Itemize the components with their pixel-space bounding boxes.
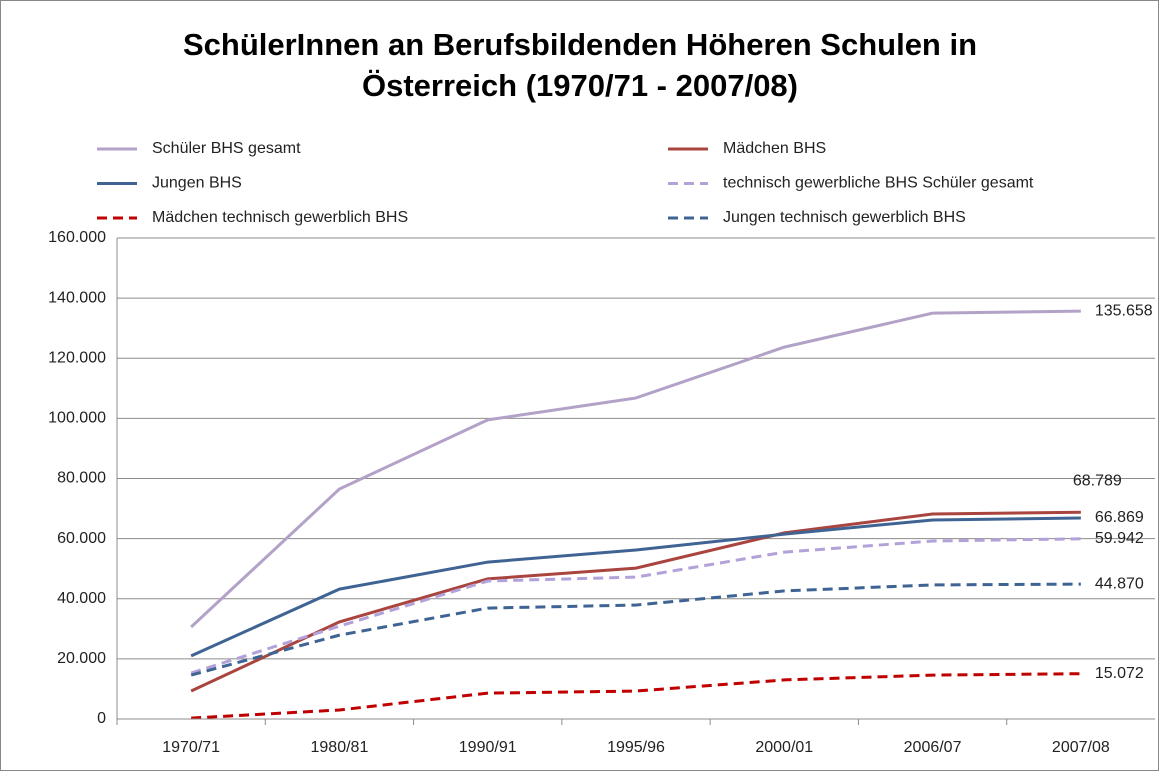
series-line <box>190 537 1081 675</box>
x-tick-label: 2006/07 <box>904 739 962 756</box>
legend-label: technisch gewerbliche BHS Schüler gesamt <box>723 175 1034 192</box>
chart-title: SchülerInnen an Berufsbildenden Höheren … <box>182 27 978 103</box>
data-label: 44.870 <box>1095 575 1144 592</box>
x-tick-label: 2007/08 <box>1052 739 1110 756</box>
legend-label: Jungen technisch gewerblich BHS <box>723 209 966 226</box>
y-tick-label: 60.000 <box>57 530 106 547</box>
legend-label: Schüler BHS gesamt <box>152 140 301 157</box>
legend-label: Mädchen technisch gewerblich BHS <box>152 209 408 226</box>
y-tick-label: 140.000 <box>48 289 106 306</box>
y-tick-label: 80.000 <box>57 470 106 487</box>
y-tick-label: 40.000 <box>57 590 106 607</box>
y-tick-label: 20.000 <box>57 650 106 667</box>
series-line <box>190 309 1081 629</box>
x-tick-label: 1980/81 <box>311 739 369 756</box>
y-tick-label: 160.000 <box>48 229 106 246</box>
data-label: 59.942 <box>1095 530 1144 547</box>
y-tick-label: 120.000 <box>48 349 106 366</box>
x-tick-label: 2000/01 <box>755 739 813 756</box>
x-tick-label: 1970/71 <box>162 739 220 756</box>
series-line <box>190 516 1081 658</box>
data-label: 68.789 <box>1073 472 1122 489</box>
data-label: 15.072 <box>1095 665 1144 682</box>
y-tick-label: 0 <box>97 710 106 727</box>
x-tick-label: 1995/96 <box>607 739 665 756</box>
y-tick-label: 100.000 <box>48 410 106 427</box>
data-label: 66.869 <box>1095 509 1144 526</box>
series-line <box>190 510 1081 693</box>
data-label: 135.658 <box>1095 302 1153 319</box>
legend-label: Mädchen BHS <box>723 140 826 157</box>
legend-label: Jungen BHS <box>152 175 242 192</box>
series-line <box>190 582 1081 677</box>
series-line <box>191 672 1081 720</box>
x-tick-label: 1990/91 <box>459 739 517 756</box>
